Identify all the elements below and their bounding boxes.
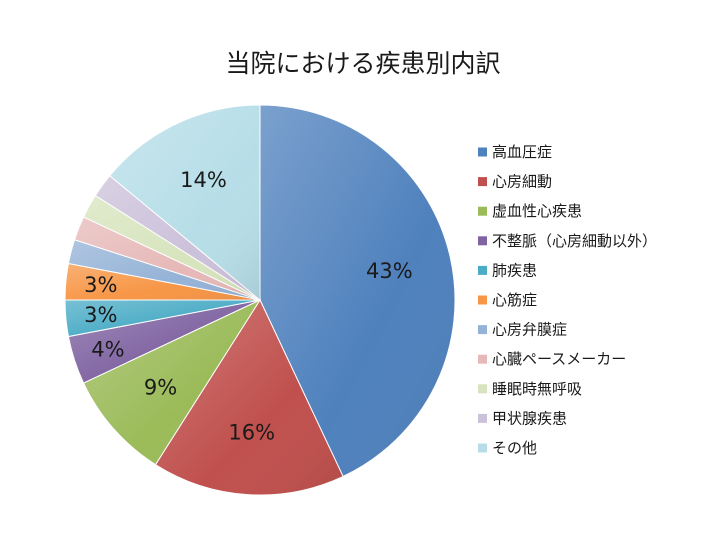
pie-slice-sheen-7 [74,216,260,300]
legend-label-10: その他 [492,439,537,457]
legend-swatch-10 [478,443,487,453]
legend-swatch-6 [478,325,487,335]
legend-label-6: 心房弁膜症 [492,321,567,339]
pie-slice-sheen-9 [95,175,260,300]
pie-slice-sheen-1 [155,300,344,495]
pie-slice-sheen-10 [109,105,260,300]
legend-label-0: 高血圧症 [492,143,552,161]
slice-label-5: 3% [84,273,117,297]
pie-slice-sheen-2 [83,300,260,465]
legend-label-1: 心房細動 [492,173,552,191]
legend-label-8: 睡眠時無呼吸 [492,380,582,398]
legend-swatch-9 [478,413,487,423]
pie-labels: 43% 16% 9% 4% 3% 3% 14% [84,168,413,444]
legend-label-2: 虚血性心疾患 [492,202,582,220]
legend-label-4: 肺疾患 [492,261,537,279]
legend-label-5: 心筋症 [492,291,537,309]
legend-swatch-3 [478,236,487,246]
pie-slice-sheen-3 [68,300,260,384]
legend-swatch-2 [478,206,487,216]
slice-label-2: 9% [144,376,177,400]
legend-label-7: 心臓ペースメーカー [492,350,626,368]
slice-label-0: 43% [366,259,413,283]
legend-swatch-0 [478,147,487,157]
slice-label-1: 16% [228,420,275,444]
slice-label-10: 14% [180,168,227,192]
legend-label-3: 不整脈（心房細動以外） [492,232,657,250]
legend-swatch-8 [478,384,487,394]
pie-slice-sheen-0 [260,105,456,477]
chart-title: 当院における疾患別内訳 [225,49,500,78]
legend-swatch-5 [478,295,487,305]
slice-label-3: 4% [91,337,124,361]
legend-swatch-1 [478,177,487,187]
pie-slice-sheen-8 [83,195,260,300]
pie-slice-sheen-4 [65,300,260,337]
pie-slices [64,104,456,496]
legend-label-9: 甲状腺疾患 [492,409,567,427]
legend-swatch-7 [478,354,487,364]
slice-label-4: 3% [84,303,117,327]
legend-swatch-4 [478,265,487,275]
